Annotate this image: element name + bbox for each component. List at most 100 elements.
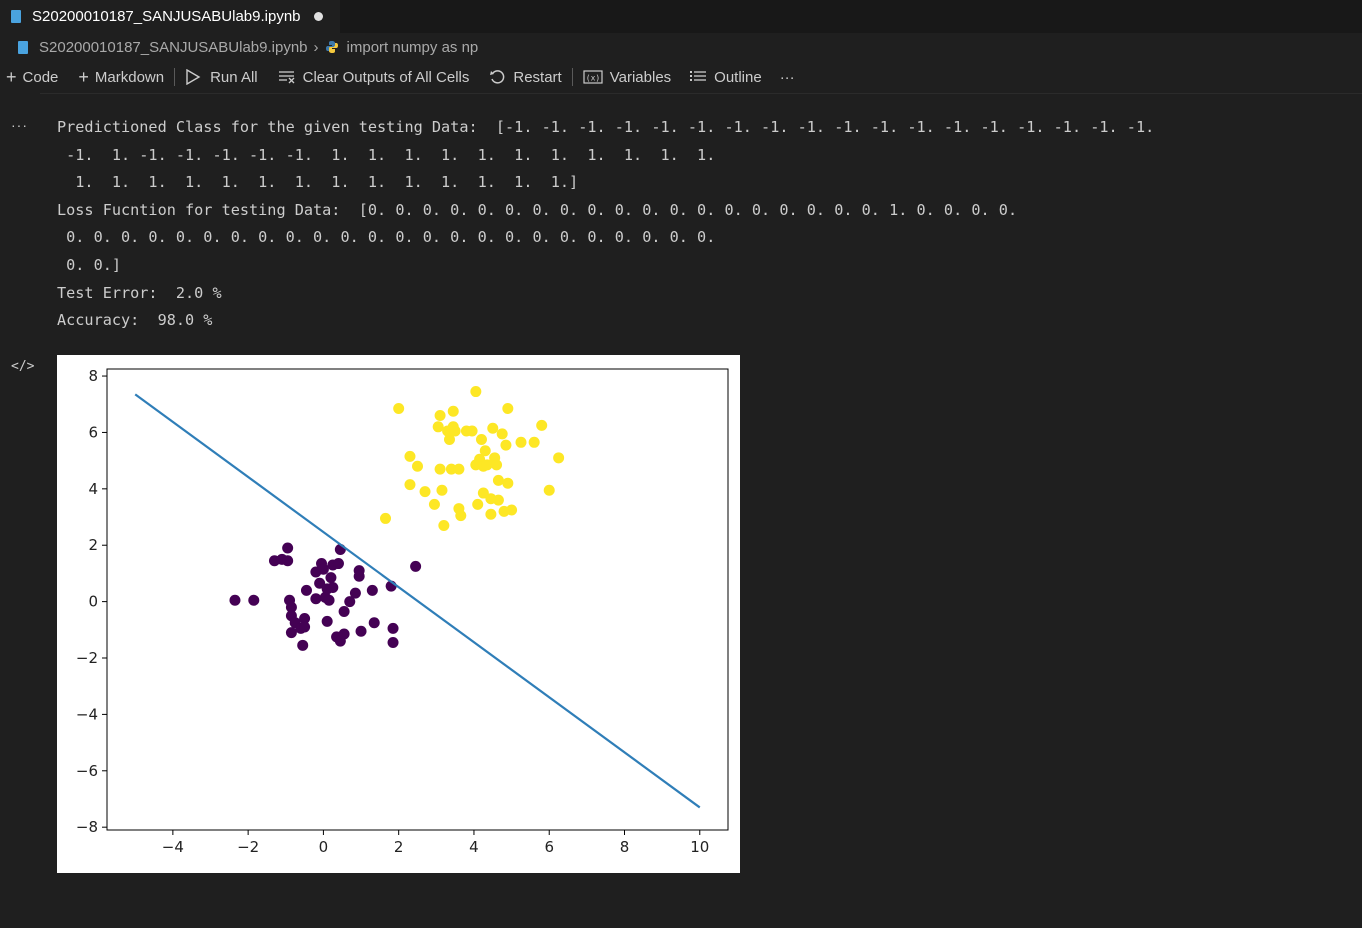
scatter-point (314, 577, 326, 589)
y-tick-label: −2 (76, 649, 98, 667)
restart-icon (490, 70, 505, 84)
scatter-point (325, 572, 337, 584)
unsaved-dot-icon[interactable] (313, 12, 323, 21)
svg-text:(x): (x) (586, 74, 600, 83)
scatter-point (443, 433, 455, 445)
scatter-point (434, 410, 446, 422)
plus-icon: + (78, 67, 89, 87)
scatter-point (393, 402, 405, 414)
scatter-point (492, 474, 504, 486)
more-actions-icon: ··· (779, 68, 795, 86)
scatter-point (492, 494, 504, 506)
scatter-point (366, 584, 378, 596)
add-code-cell-button[interactable]: + Code (6, 68, 58, 86)
output-line: Test Error: 2.0 % (57, 283, 222, 302)
x-tick-label: 10 (690, 838, 709, 856)
y-tick-label: 0 (88, 593, 98, 611)
y-tick-label: 6 (88, 423, 98, 441)
scatter-point (477, 487, 489, 499)
scatter-point (299, 613, 311, 625)
y-tick-label: −4 (76, 705, 98, 723)
scatter-point (515, 436, 527, 448)
outline-button[interactable]: Outline (689, 69, 762, 86)
scatter-point (321, 615, 333, 627)
editor-tab-bar: S20200010187_SANJUSABUlab9.ipynb (0, 0, 1362, 33)
variables-button[interactable]: (x) Variables (583, 69, 671, 86)
scatter-point (229, 594, 241, 606)
variables-icon: (x) (583, 70, 603, 84)
notebook-file-icon (11, 10, 21, 23)
scatter-point (466, 425, 478, 437)
scatter-point (453, 463, 465, 475)
notebook-file-icon (18, 40, 28, 54)
scatter-point (553, 452, 565, 464)
y-tick-label: −6 (76, 762, 98, 780)
clear-outputs-button[interactable]: Clear Outputs of All Cells (278, 68, 470, 86)
scatter-point (475, 433, 487, 445)
x-tick-label: 0 (319, 838, 329, 856)
scatter-point (368, 617, 380, 629)
output-line: -1. 1. -1. -1. -1. -1. -1. 1. 1. 1. 1. 1… (57, 145, 716, 164)
scatter-point (506, 504, 518, 516)
scatter-point (496, 428, 508, 440)
toolbar-divider (571, 68, 573, 86)
run-all-button[interactable]: Run All (185, 69, 258, 86)
breadcrumb: S20200010187_SANJUSABUlab9.ipynb › impor… (0, 34, 1362, 60)
output-line: Loss Fucntion for testing Data: [0. 0. 0… (57, 200, 1018, 219)
scatter-point (455, 510, 467, 522)
scatter-point (436, 484, 448, 496)
more-actions-button[interactable]: ··· (780, 69, 795, 86)
scatter-point (500, 439, 512, 451)
scatter-point (323, 594, 335, 606)
scatter-point (445, 463, 457, 475)
scatter-point (410, 560, 422, 572)
code-output-icon[interactable]: </> (11, 359, 35, 374)
scatter-point (297, 639, 309, 651)
scatter-point (432, 421, 444, 433)
y-tick-label: −8 (76, 818, 98, 836)
scatter-point (285, 601, 297, 613)
scatter-point (327, 582, 339, 594)
toolbar-divider-line (40, 93, 1362, 94)
scatter-point (412, 460, 423, 472)
chevron-right-icon: › (313, 38, 319, 56)
scatter-point (387, 636, 399, 648)
clear-all-icon (278, 71, 295, 84)
clear-outputs-label: Clear Outputs of All Cells (302, 68, 470, 86)
scatter-point (387, 622, 399, 634)
outline-icon (690, 71, 707, 81)
scatter-chart: −4 −2 0 2 4 6 8 10 −8 −6 −4 −2 0 2 4 6 8 (76, 367, 729, 856)
plot-frame (106, 368, 729, 831)
run-all-label: Run All (210, 68, 258, 86)
notebook-toolbar: + Code + Markdown Run All Clear Outputs … (0, 62, 1362, 92)
output-line: 0. 0.] (57, 255, 122, 274)
add-markdown-cell-label: Markdown (94, 68, 165, 86)
x-tick-label: 4 (469, 838, 479, 856)
scatter-point (470, 386, 482, 398)
x-tick-label: −4 (162, 838, 184, 856)
breadcrumb-file[interactable]: S20200010187_SANJUSABUlab9.ipynb (39, 38, 308, 56)
scatter-point (404, 479, 416, 491)
output-line: Predictioned Class for the given testing… (57, 118, 1155, 136)
run-all-icon (186, 69, 201, 85)
scatter-point (338, 628, 350, 640)
scatter-point (479, 445, 491, 457)
add-markdown-cell-button[interactable]: + Markdown (78, 68, 164, 86)
plus-icon: + (6, 67, 17, 87)
x-tick-label: 6 (544, 838, 554, 856)
restart-button[interactable]: Restart (489, 68, 562, 86)
scatter-point (528, 436, 540, 448)
scatter-point (355, 625, 367, 637)
notebook-tab[interactable]: S20200010187_SANJUSABUlab9.ipynb (0, 0, 340, 33)
scatter-point (536, 419, 548, 431)
y-tick-label: 2 (88, 536, 98, 554)
notebook-tab-title: S20200010187_SANJUSABUlab9.ipynb (32, 8, 301, 25)
scatter-point (317, 563, 329, 575)
scatter-point (332, 558, 344, 570)
restart-label: Restart (513, 68, 562, 86)
breadcrumb-cell[interactable]: import numpy as np (346, 38, 479, 56)
scatter-point (487, 422, 499, 434)
scatter-point (282, 542, 294, 554)
output-more-icon[interactable]: ··· (11, 117, 28, 133)
x-tick-label: 8 (620, 838, 630, 856)
